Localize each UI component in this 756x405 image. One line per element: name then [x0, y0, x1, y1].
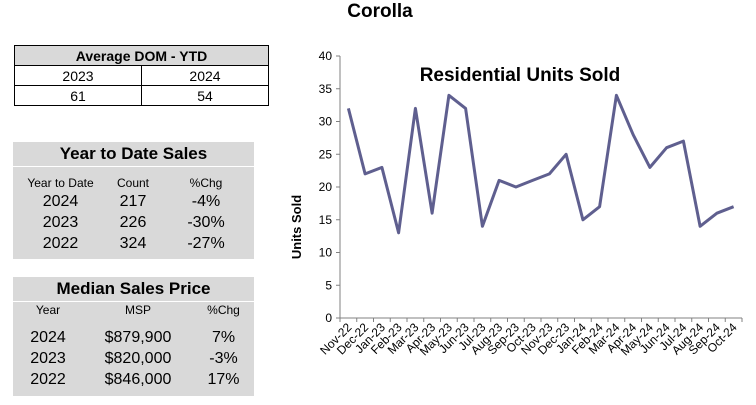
- msp-col-msp: MSP: [124, 303, 151, 317]
- ytd-row-count: 217: [119, 193, 147, 210]
- ytd-row-year: 2022: [42, 235, 79, 252]
- msp-row-value: $846,000: [104, 371, 172, 388]
- y-tick-label: 35: [319, 82, 333, 96]
- msp-row-value: $879,900: [104, 329, 172, 346]
- chart-title: Residential Units Sold: [420, 65, 621, 86]
- dom-year-2023: 2023: [14, 65, 142, 86]
- y-tick-label: 15: [319, 213, 333, 227]
- msp-col-year: Year: [35, 303, 61, 317]
- msp-row-chg: -3%: [209, 350, 238, 367]
- msp-row-chg: 7%: [211, 329, 236, 346]
- ytd-col-count: Count: [116, 176, 150, 190]
- y-tick-labels: 0 5 10 15 20 25 30 35 40: [319, 49, 333, 325]
- msp-col-chg: %Chg: [207, 303, 240, 317]
- avg-dom-header: Average DOM - YTD: [14, 45, 269, 66]
- msp-row-year: 2022: [30, 371, 66, 388]
- y-axis-label: Units Sold: [289, 195, 304, 259]
- units-sold-line: [346, 93, 735, 235]
- msp-row-year: 2024: [30, 329, 66, 346]
- y-tick-label: 5: [325, 278, 332, 292]
- y-tick-label: 25: [319, 147, 333, 161]
- avg-dom-table: Average DOM - YTD 2023 2024 61 54: [14, 45, 270, 106]
- units-sold-chart: Residential Units Sold Units Sold 0 5 10 15…: [289, 49, 743, 358]
- msp-row-value: $820,000: [104, 350, 172, 367]
- ytd-sales-panel: Year to Date Sales Year to Date Count %C…: [13, 142, 254, 259]
- ytd-row-chg: -4%: [191, 193, 221, 210]
- median-price-panel: Median Sales Price Year MSP %Chg 2024 $8…: [13, 277, 254, 396]
- msp-row-year: 2023: [30, 350, 66, 367]
- y-tick-label: 20: [319, 180, 333, 194]
- y-tick-label: 10: [319, 246, 333, 260]
- ytd-col-year: Year to Date: [27, 176, 94, 190]
- dom-value-2023: 61: [14, 85, 142, 106]
- x-tick-labels: Nov-22Dec-22Jan-23Feb-23Mar-23Apr-23May-…: [317, 320, 740, 358]
- ytd-row-year: 2024: [42, 193, 79, 210]
- ytd-col-chg: %Chg: [189, 176, 223, 190]
- msp-row-chg: 17%: [207, 371, 240, 388]
- dom-year-2024: 2024: [140, 65, 270, 86]
- median-price-title: Median Sales Price: [13, 277, 254, 302]
- ytd-row-count: 324: [119, 235, 147, 252]
- ytd-row-count: 226: [119, 214, 147, 231]
- ytd-sales-title: Year to Date Sales: [13, 142, 254, 167]
- dom-value-2024: 54: [140, 85, 270, 106]
- ytd-row-year: 2023: [42, 214, 79, 231]
- y-tick-label: 30: [319, 115, 333, 129]
- page-title: Corolla: [347, 1, 413, 22]
- ytd-row-chg: -27%: [187, 235, 225, 252]
- y-tick-label: 40: [319, 49, 333, 63]
- y-tick-label: 0: [325, 311, 332, 325]
- chart-axes: [336, 55, 743, 322]
- ytd-row-chg: -30%: [187, 214, 225, 231]
